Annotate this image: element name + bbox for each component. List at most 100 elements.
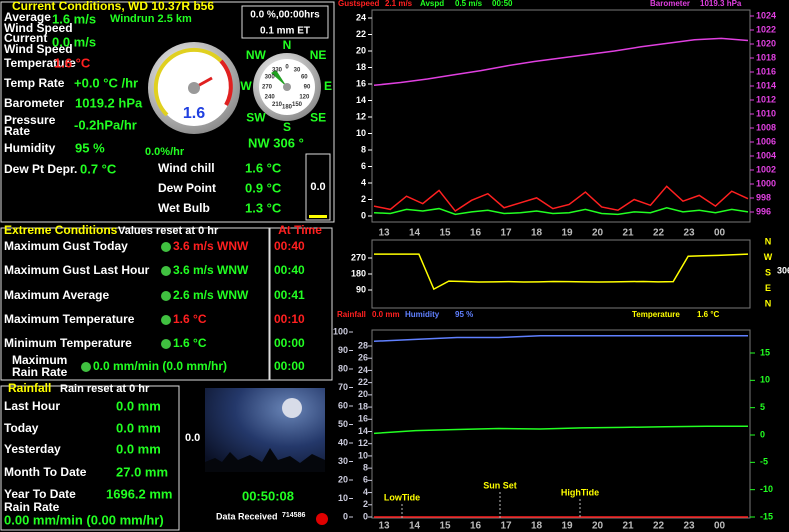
y-tick-label: 10 xyxy=(356,128,366,138)
x-tick-label: 23 xyxy=(683,521,695,532)
temp-tick-label: -5 xyxy=(760,457,768,467)
row-value: 0.0 mm xyxy=(116,420,161,435)
compass-degree: 60 xyxy=(301,75,308,81)
x-tick-label: 21 xyxy=(622,228,634,239)
legend-text: Temperature xyxy=(632,310,680,319)
x-tick-label: 00 xyxy=(714,228,726,239)
y-tick-label: 18 xyxy=(356,62,366,72)
direction-current: 306 xyxy=(777,265,789,275)
row-value: 0.00 mm/min (0.00 mm/hr) xyxy=(4,512,164,527)
x-tick-label: 18 xyxy=(531,228,543,239)
y2-tick-label: 1006 xyxy=(756,136,776,146)
legend-text: Rainfall xyxy=(337,310,366,319)
row-value: 1.6 °C xyxy=(54,55,91,70)
humidity-tick-label: 20 xyxy=(338,474,348,484)
data-label: Data Received xyxy=(216,511,278,521)
row-label: Rain Rate xyxy=(4,500,60,514)
row-label: Current xyxy=(4,31,47,45)
panel-note: Values reset at 0 hr xyxy=(118,225,219,237)
compass-point: E xyxy=(324,79,332,93)
humidity-tick-label: 30 xyxy=(338,456,348,466)
et-text: 0.0 %,00:00hrs xyxy=(250,10,320,21)
row-label: Maximum Gust Last Hour xyxy=(4,263,150,277)
row-time: 00:40 xyxy=(274,263,305,277)
temp-tick-label: -10 xyxy=(760,484,773,494)
row-time: 00:40 xyxy=(274,239,305,253)
side-value: 0.0 xyxy=(310,181,325,193)
row-label: Yesterday xyxy=(4,442,61,456)
gauge-hub xyxy=(188,82,200,94)
x-tick-label: 13 xyxy=(378,521,390,532)
et-box xyxy=(241,5,329,39)
annotation: HighTide xyxy=(561,487,599,497)
secondary-value: 1.6 °C xyxy=(245,160,282,175)
temp-tick-label: 15 xyxy=(760,347,770,357)
row-label: Humidity xyxy=(4,141,56,155)
row-label: Maximum Average xyxy=(4,288,109,302)
extremes-panel xyxy=(0,227,270,381)
row-value: 3.6 m/s WNW xyxy=(173,263,249,277)
y-tick-label: 20 xyxy=(356,45,366,55)
row-time: 00:00 xyxy=(274,336,305,350)
indicator xyxy=(161,242,171,252)
compass-point: NW xyxy=(246,48,267,62)
x-tick-label: 14 xyxy=(409,521,421,532)
rain-tick-label: 14 xyxy=(358,426,368,436)
humidity-tick-label: 50 xyxy=(338,419,348,429)
temp-tick-label: 5 xyxy=(760,402,765,412)
y-tick-label: 24 xyxy=(356,12,366,22)
row-label: Today xyxy=(4,421,39,435)
rain-tick-label: 18 xyxy=(358,401,368,411)
annotation: Sun Set xyxy=(483,480,517,490)
direction-line xyxy=(374,253,749,291)
legend-text: 1019.3 hPa xyxy=(700,0,742,8)
y2-tick-label: 1008 xyxy=(756,122,776,132)
row-label: Wind Speed xyxy=(4,42,73,56)
temp-tick-label: 10 xyxy=(760,375,770,385)
rain-tick-label: 22 xyxy=(358,377,368,387)
row-label: Barometer xyxy=(4,96,64,110)
rain-tick-label: 8 xyxy=(363,463,368,473)
secondary-value: 0.9 °C xyxy=(245,180,282,195)
compass-degree: 210 xyxy=(272,102,283,108)
rain-tick-label: 24 xyxy=(358,365,368,375)
temperature-line xyxy=(373,425,748,435)
rain-tick-label: 12 xyxy=(358,438,368,448)
side-box xyxy=(305,153,331,221)
y2-tick-label: 996 xyxy=(756,206,771,216)
x-tick-label: 20 xyxy=(592,521,604,532)
y-tick-label: 180 xyxy=(351,268,366,278)
row-label: Month To Date xyxy=(4,465,87,479)
row-time: 00:10 xyxy=(274,312,305,326)
direction-letter: S xyxy=(765,267,771,277)
moon xyxy=(282,398,302,418)
row-value: 1.6 m/s xyxy=(52,11,96,26)
direction-letter: W xyxy=(764,252,773,262)
legend-text: 1.6 °C xyxy=(697,310,720,319)
row-value: 95 % xyxy=(75,140,105,155)
row-value: 0.7 °C xyxy=(80,161,117,176)
y2-tick-label: 1004 xyxy=(756,150,776,160)
humidity-tick-label: 90 xyxy=(338,345,348,355)
rain-tick-label: 26 xyxy=(358,353,368,363)
rain-tick-label: 4 xyxy=(363,487,368,497)
row-label: Maximum Gust Today xyxy=(4,239,128,253)
y2-tick-label: 1000 xyxy=(756,178,776,188)
indicator xyxy=(161,315,171,325)
legend-text: 2.1 m/s xyxy=(385,0,413,8)
row-label: Average xyxy=(4,10,51,24)
compass-point: SE xyxy=(310,110,326,124)
y-tick-label: 8 xyxy=(361,144,366,154)
row-label: Maximum Temperature xyxy=(4,312,135,326)
secondary-label: Wind chill xyxy=(158,161,215,175)
y2-tick-label: 998 xyxy=(756,192,771,202)
x-tick-label: 17 xyxy=(500,521,512,532)
rain-tick-label: 16 xyxy=(358,414,368,424)
rain-side: 0.0 xyxy=(185,432,200,444)
compass-degree: 150 xyxy=(292,102,303,108)
y2-tick-label: 1022 xyxy=(756,24,776,34)
panel-note: Rain reset at 0 hr xyxy=(60,383,150,395)
trees xyxy=(205,448,325,472)
compass-point: SW xyxy=(246,110,266,124)
